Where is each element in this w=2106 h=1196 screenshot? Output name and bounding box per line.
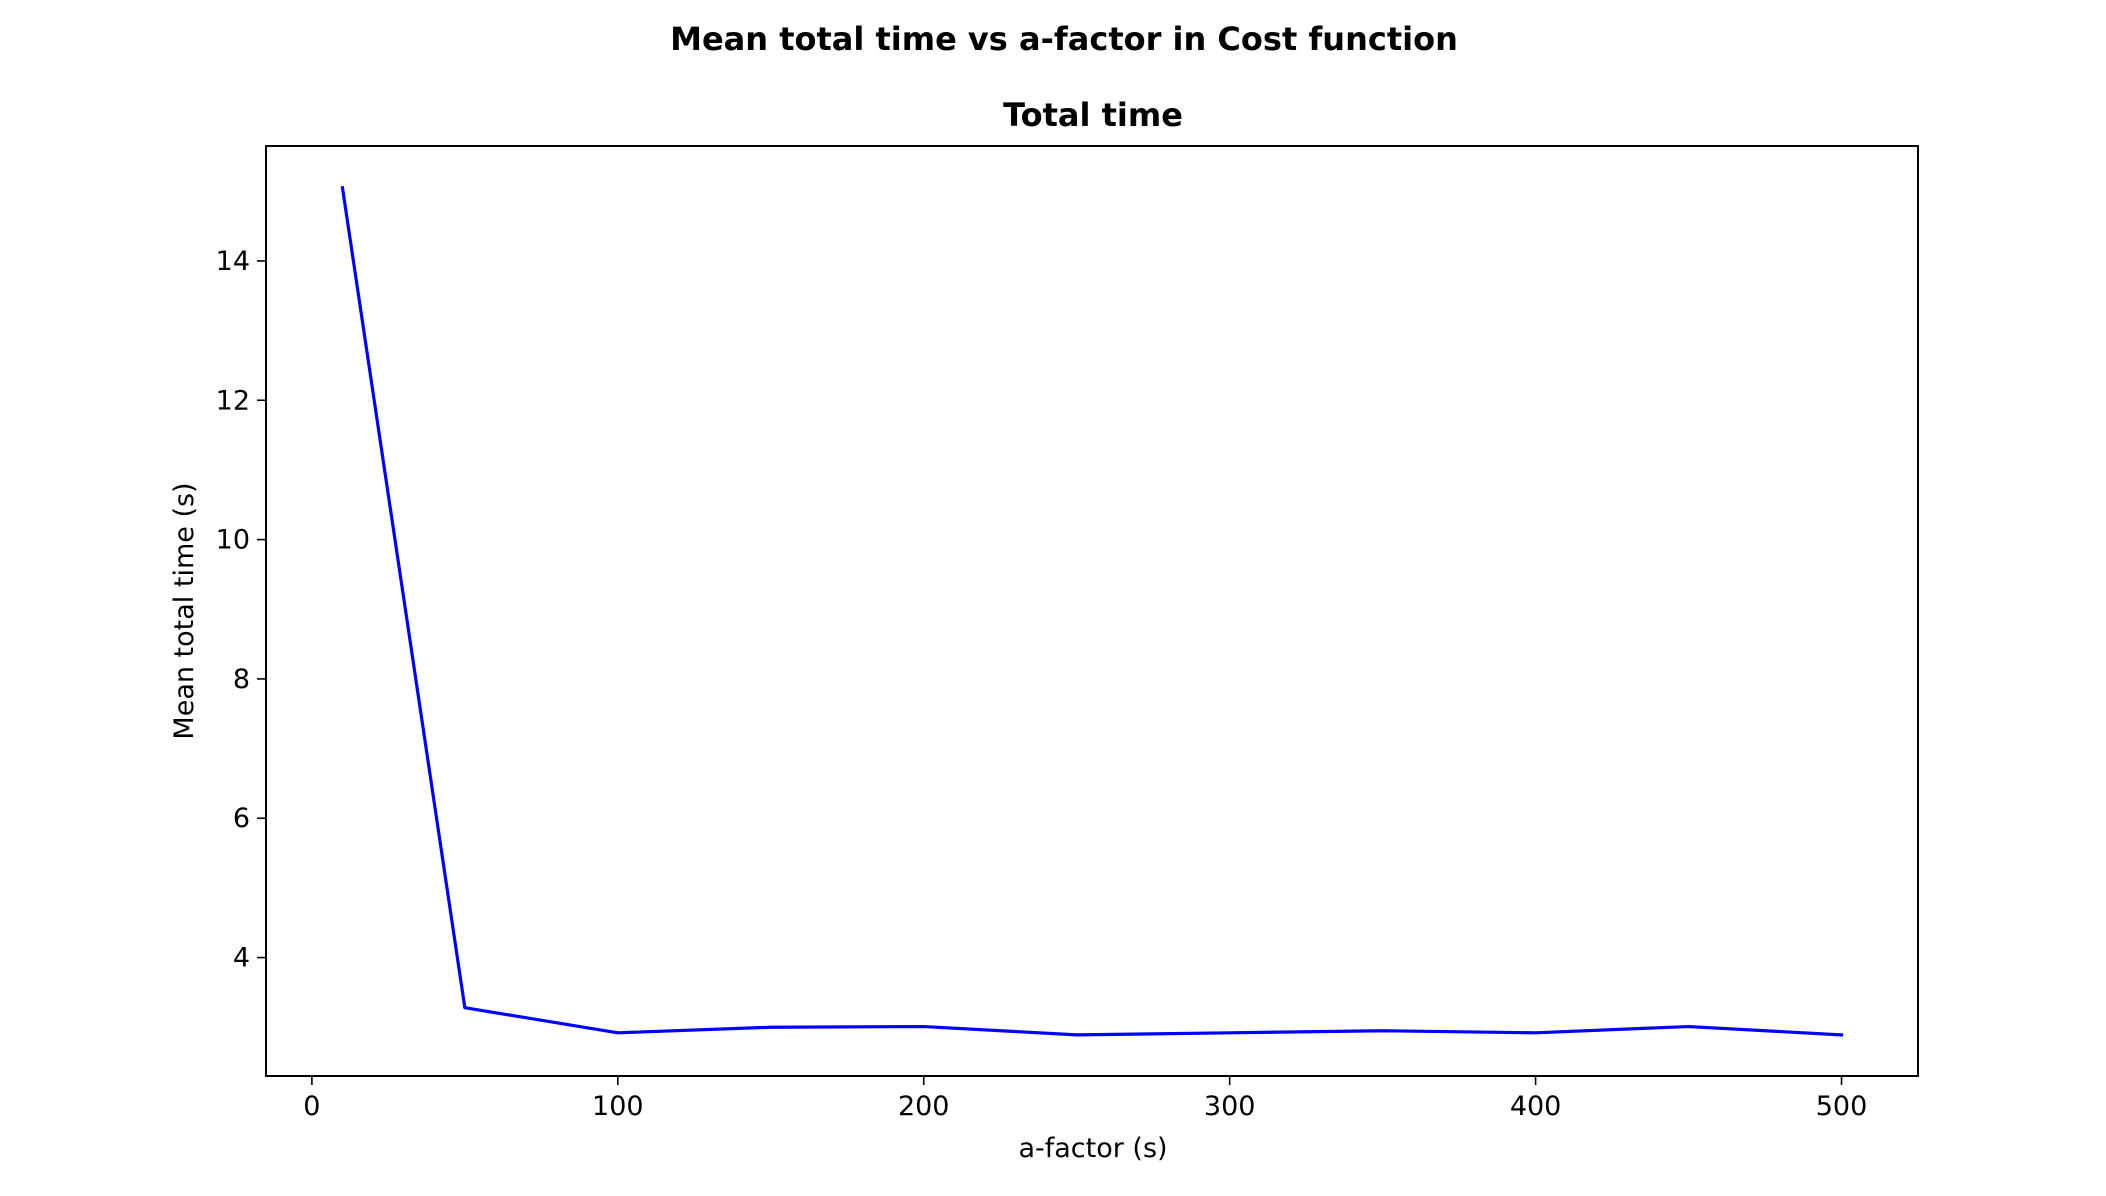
chart-title: Total time bbox=[1003, 96, 1183, 134]
x-axis-ticks: 0 100 200 300 400 500 bbox=[303, 1076, 1867, 1122]
series-line bbox=[340, 185, 1844, 1037]
figure-suptitle: Mean total time vs a-factor in Cost func… bbox=[670, 20, 1458, 58]
x-tick-label: 300 bbox=[1204, 1091, 1256, 1122]
y-tick-label: 6 bbox=[233, 803, 250, 834]
y-tick-label: 8 bbox=[233, 664, 250, 695]
x-tick-label: 500 bbox=[1816, 1091, 1868, 1122]
x-axis-label: a-factor (s) bbox=[1018, 1133, 1167, 1164]
y-axis-ticks: 4 6 8 10 12 14 bbox=[216, 246, 266, 974]
y-tick-label: 4 bbox=[233, 943, 250, 974]
plot-area: 0 100 200 300 400 500 4 6 8 10 12 14 bbox=[216, 145, 1919, 1122]
series-layer bbox=[340, 185, 1844, 1037]
x-tick-label: 200 bbox=[898, 1091, 950, 1122]
x-tick-label: 0 bbox=[303, 1091, 320, 1122]
y-tick-label: 12 bbox=[216, 385, 250, 416]
y-axis-label: Mean total time (s) bbox=[169, 482, 200, 739]
y-tick-label: 14 bbox=[216, 246, 250, 277]
y-tick-label: 10 bbox=[216, 525, 250, 556]
x-tick-label: 100 bbox=[592, 1091, 644, 1122]
axes-frame bbox=[265, 145, 1919, 1077]
x-tick-label: 400 bbox=[1510, 1091, 1562, 1122]
